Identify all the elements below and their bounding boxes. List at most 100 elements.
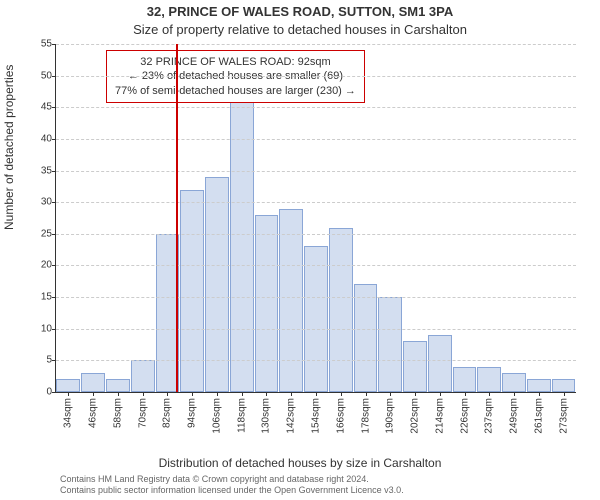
ytick-label: 55	[41, 39, 52, 50]
ytick-mark	[52, 265, 56, 266]
xtick-label: 226sqm	[459, 398, 470, 434]
ytick-label: 5	[46, 355, 52, 366]
ytick-mark	[52, 76, 56, 77]
bar	[354, 284, 378, 392]
gridline	[56, 76, 576, 77]
xtick-mark	[366, 392, 367, 396]
gridline	[56, 202, 576, 203]
plot-area: 32 PRINCE OF WALES ROAD: 92sqm ← 23% of …	[55, 44, 576, 393]
ytick-mark	[52, 107, 56, 108]
marker-line	[176, 44, 178, 392]
xtick-mark	[167, 392, 168, 396]
bar	[527, 379, 551, 392]
ytick-label: 35	[41, 165, 52, 176]
xtick-mark	[465, 392, 466, 396]
xtick-mark	[564, 392, 565, 396]
ytick-label: 15	[41, 292, 52, 303]
gridline	[56, 297, 576, 298]
bar	[131, 360, 155, 392]
ytick-mark	[52, 44, 56, 45]
xtick-label: 273sqm	[558, 398, 569, 434]
bar	[329, 228, 353, 393]
y-axis-label: Number of detached properties	[2, 65, 16, 230]
xtick-mark	[415, 392, 416, 396]
info-line-1: 32 PRINCE OF WALES ROAD: 92sqm	[115, 55, 356, 69]
xtick-label: 178sqm	[360, 398, 371, 434]
gridline	[56, 107, 576, 108]
bar	[378, 297, 402, 392]
xtick-label: 154sqm	[311, 398, 322, 434]
xtick-mark	[242, 392, 243, 396]
xtick-mark	[291, 392, 292, 396]
xtick-mark	[514, 392, 515, 396]
ytick-mark	[52, 234, 56, 235]
ytick-label: 30	[41, 197, 52, 208]
bar	[502, 373, 526, 392]
ytick-label: 50	[41, 70, 52, 81]
xtick-mark	[489, 392, 490, 396]
bar	[81, 373, 105, 392]
attribution: Contains HM Land Registry data © Crown c…	[60, 474, 404, 496]
xtick-label: 34sqm	[63, 398, 74, 428]
xtick-label: 214sqm	[434, 398, 445, 434]
ytick-mark	[52, 171, 56, 172]
xtick-label: 237sqm	[484, 398, 495, 434]
ytick-label: 45	[41, 102, 52, 113]
ytick-mark	[52, 392, 56, 393]
xtick-mark	[93, 392, 94, 396]
xtick-label: 130sqm	[261, 398, 272, 434]
bar	[56, 379, 80, 392]
gridline	[56, 171, 576, 172]
ytick-mark	[52, 329, 56, 330]
ytick-mark	[52, 297, 56, 298]
xtick-label: 142sqm	[286, 398, 297, 434]
bar	[403, 341, 427, 392]
bar	[428, 335, 452, 392]
xtick-mark	[539, 392, 540, 396]
xtick-mark	[266, 392, 267, 396]
bar	[106, 379, 130, 392]
ytick-mark	[52, 202, 56, 203]
chart-subtitle: Size of property relative to detached ho…	[0, 22, 600, 37]
ytick-label: 25	[41, 228, 52, 239]
ytick-label: 10	[41, 323, 52, 334]
bar	[180, 190, 204, 392]
xtick-label: 70sqm	[137, 398, 148, 428]
attribution-line-1: Contains HM Land Registry data © Crown c…	[60, 474, 404, 485]
gridline	[56, 234, 576, 235]
xtick-label: 166sqm	[335, 398, 346, 434]
xtick-mark	[217, 392, 218, 396]
x-axis-label: Distribution of detached houses by size …	[0, 456, 600, 470]
info-line-3: 77% of semi-detached houses are larger (…	[115, 84, 356, 98]
gridline	[56, 329, 576, 330]
bar	[477, 367, 501, 392]
chart-container: { "chart": { "type": "histogram", "title…	[0, 0, 600, 500]
attribution-line-2: Contains public sector information licen…	[60, 485, 404, 496]
gridline	[56, 44, 576, 45]
gridline	[56, 139, 576, 140]
xtick-mark	[316, 392, 317, 396]
xtick-mark	[68, 392, 69, 396]
xtick-label: 118sqm	[236, 398, 247, 433]
xtick-label: 261sqm	[533, 398, 544, 434]
xtick-mark	[341, 392, 342, 396]
xtick-label: 58sqm	[112, 398, 123, 428]
ytick-label: 40	[41, 133, 52, 144]
xtick-mark	[143, 392, 144, 396]
bar	[255, 215, 279, 392]
xtick-label: 202sqm	[410, 398, 421, 434]
xtick-label: 190sqm	[385, 398, 396, 434]
gridline	[56, 265, 576, 266]
xtick-label: 46sqm	[88, 398, 99, 428]
chart-title: 32, PRINCE OF WALES ROAD, SUTTON, SM1 3P…	[0, 4, 600, 19]
xtick-mark	[440, 392, 441, 396]
xtick-mark	[192, 392, 193, 396]
bar	[304, 246, 328, 392]
xtick-label: 82sqm	[162, 398, 173, 428]
ytick-label: 20	[41, 260, 52, 271]
ytick-mark	[52, 360, 56, 361]
xtick-label: 249sqm	[509, 398, 520, 434]
ytick-label: 0	[46, 387, 52, 398]
xtick-label: 106sqm	[211, 398, 222, 434]
xtick-label: 94sqm	[187, 398, 198, 428]
